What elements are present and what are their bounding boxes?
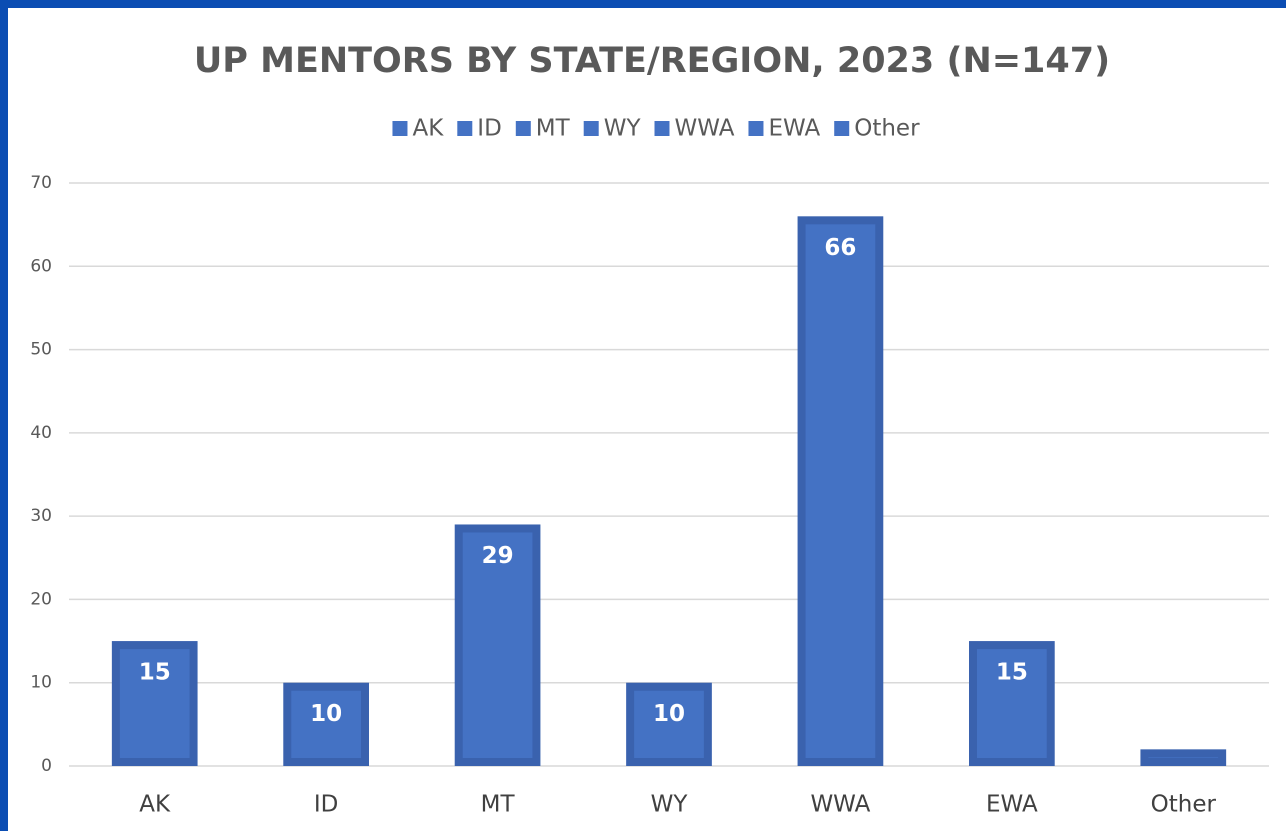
legend-label: ID <box>477 116 502 142</box>
data-label: 10 <box>310 701 342 727</box>
bar <box>797 216 884 767</box>
data-label: 10 <box>653 701 685 727</box>
legend-label: MT <box>536 116 571 142</box>
legend-swatch <box>515 121 531 136</box>
legend-swatch <box>748 121 764 136</box>
data-label: 29 <box>482 543 514 569</box>
legend-swatch <box>392 121 408 136</box>
x-tick-label: WY <box>651 792 689 818</box>
y-tick-label: 10 <box>30 673 52 693</box>
y-tick-label: 20 <box>30 589 52 609</box>
legend-swatch <box>834 121 850 136</box>
x-tick-label: AK <box>139 792 171 818</box>
x-tick-label: EWA <box>986 792 1038 818</box>
data-label: 66 <box>824 235 856 261</box>
y-tick-label: 0 <box>41 756 52 776</box>
y-tick-label: 70 <box>30 173 52 193</box>
chart-title: UP MENTORS BY STATE/REGION, 2023 (N=147) <box>194 41 1110 81</box>
legend-label: AK <box>412 116 444 142</box>
legend-swatch <box>583 121 599 136</box>
data-label: 15 <box>996 660 1028 686</box>
legend-label: WY <box>604 116 642 142</box>
y-tick-label: 40 <box>30 423 52 443</box>
y-tick-label: 60 <box>30 256 52 276</box>
bar <box>969 641 1055 766</box>
y-tick-label: 30 <box>30 506 52 526</box>
x-tick-label: MT <box>481 792 516 818</box>
x-tick-label: ID <box>314 792 339 818</box>
data-label: 15 <box>139 660 171 686</box>
bar <box>626 682 712 767</box>
y-tick-label: 50 <box>30 340 52 360</box>
legend-label: WWA <box>675 116 735 142</box>
legend-swatch <box>654 121 670 136</box>
bar <box>454 524 541 766</box>
bar <box>111 641 198 766</box>
x-tick-label: WWA <box>810 792 870 818</box>
bar <box>283 682 369 767</box>
legend: AK ID MT WY WWA EWA Other <box>392 116 920 142</box>
bar <box>1140 749 1227 766</box>
legend-label: EWA <box>768 116 820 142</box>
x-tick-label: Other <box>1151 792 1217 818</box>
legend-swatch <box>457 121 473 136</box>
legend-label: Other <box>854 116 920 142</box>
